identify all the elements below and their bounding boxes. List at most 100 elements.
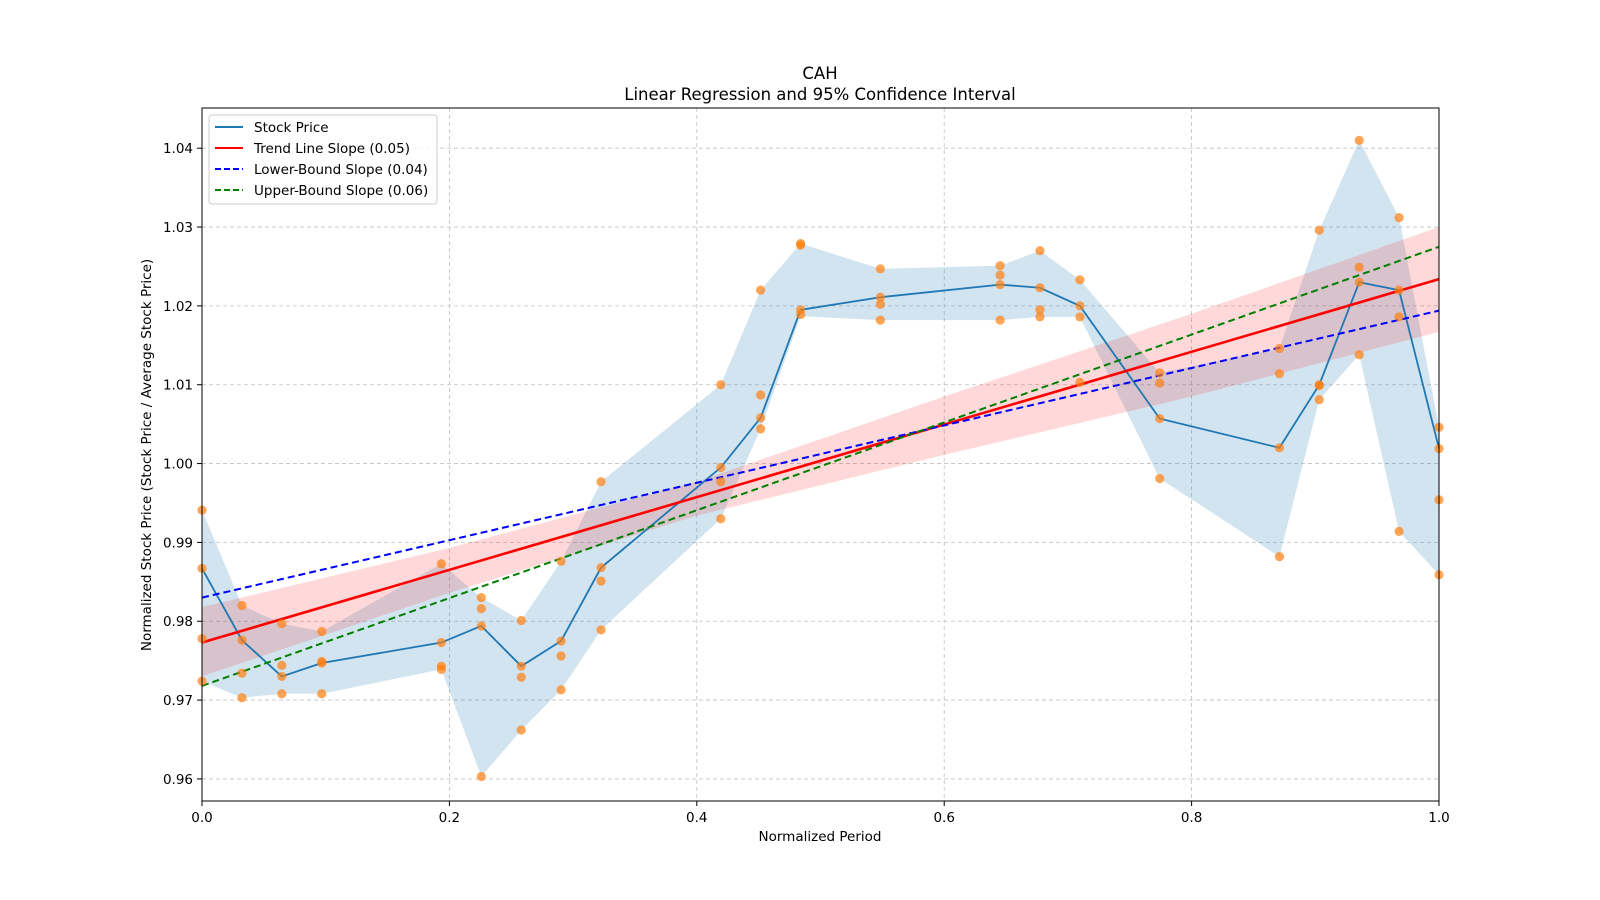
- chart-subtitle: Linear Regression and 95% Confidence Int…: [624, 85, 1015, 104]
- scatter-point: [277, 671, 287, 682]
- scatter-point: [795, 309, 806, 320]
- scatter-point: [1035, 283, 1045, 293]
- scatter-point: [1394, 312, 1404, 322]
- plot-frame: [201, 107, 1440, 802]
- scatter-point: [476, 621, 486, 631]
- scatter-point: [1354, 350, 1364, 360]
- scatter-point: [875, 264, 885, 274]
- y-tick-label: 0.98: [163, 614, 193, 630]
- scatter-point: [795, 240, 806, 250]
- scatter-point: [1155, 378, 1165, 388]
- scatter-point: [1035, 305, 1045, 315]
- x-tick-label: 0.2: [439, 810, 460, 826]
- scatter-point: [516, 615, 526, 626]
- scatter-point: [436, 559, 446, 569]
- scatter-point: [516, 661, 526, 671]
- x-axis-label: Normalized Period: [759, 829, 882, 845]
- scatter-point: [1274, 443, 1285, 453]
- scatter-point: [237, 635, 247, 645]
- scatter-point: [1155, 368, 1165, 378]
- upper-bound-line: [201, 245, 1440, 687]
- scatter-point: [1394, 526, 1404, 536]
- scatter-point: [436, 664, 446, 674]
- scatter-point: [1155, 414, 1165, 424]
- x-tick-label: 0.0: [191, 810, 212, 826]
- legend-box: [208, 114, 438, 205]
- lower-bound-line: [201, 309, 1440, 599]
- legend-label-stock-price: Stock Price: [254, 120, 329, 136]
- scatter-point: [995, 315, 1005, 325]
- scatter-point: [1274, 369, 1285, 379]
- legend-item-upper-bound: Upper-Bound Slope (0.06): [215, 183, 428, 199]
- scatter-point: [277, 619, 287, 629]
- trend-line: [201, 277, 1440, 644]
- legend-item-lower-bound: Lower-Bound Slope (0.04): [215, 162, 428, 178]
- legend-item-stock-price: Stock Price: [215, 120, 329, 136]
- scatter-point: [875, 292, 885, 302]
- scatter-point: [1274, 551, 1285, 562]
- scatter-point: [317, 626, 327, 637]
- y-tick-label: 0.99: [163, 535, 193, 551]
- scatter-point: [556, 556, 566, 566]
- scatter-point: [556, 651, 566, 661]
- y-tick-label: 0.97: [163, 693, 193, 709]
- scatter-point: [875, 299, 885, 309]
- scatter-point: [756, 424, 766, 434]
- scatter-point: [556, 636, 566, 646]
- scatter-point: [716, 462, 726, 473]
- scatter-point: [237, 693, 247, 703]
- scatter-point: [436, 637, 446, 648]
- x-tick-label: 1.0: [1428, 810, 1449, 826]
- scatter-point: [317, 689, 327, 699]
- scatter-point: [716, 514, 726, 524]
- scatter-point: [1394, 285, 1404, 295]
- legend-label-trend-line: Trend Line Slope (0.05): [253, 141, 410, 157]
- x-tick-label: 0.6: [933, 810, 954, 826]
- scatter-point: [1075, 275, 1085, 285]
- scatter-point: [756, 390, 766, 400]
- scatter-point: [277, 689, 287, 699]
- scatter-point: [596, 576, 606, 586]
- scatter-point: [237, 668, 247, 678]
- y-tick-label: 1.03: [163, 220, 193, 236]
- scatter-point: [556, 685, 566, 695]
- scatter-point: [1354, 135, 1364, 145]
- scatter-point: [596, 563, 606, 573]
- scatter-point: [1035, 312, 1045, 322]
- scatter-point: [756, 413, 766, 423]
- legend: Stock Price Trend Line Slope (0.05) Lowe…: [208, 114, 438, 205]
- y-tick-label: 1.02: [163, 299, 193, 315]
- scatter-point: [317, 658, 327, 668]
- scatter-point: [1314, 225, 1324, 235]
- chart-title: CAH: [802, 64, 837, 83]
- scatter-point: [516, 672, 526, 682]
- scatter-point: [1155, 473, 1165, 484]
- scatter-point: [995, 261, 1005, 271]
- y-tick-label: 1.04: [163, 141, 193, 157]
- trend-confidence-band: [202, 227, 1439, 677]
- scatter-point: [756, 285, 766, 295]
- legend-label-lower-bound: Lower-Bound Slope (0.04): [254, 162, 428, 178]
- axis-ticks: 0.0 0.2 0.4 0.6 0.8 1.0 0.96 0.97 0.98 0.99 1.00 1.…: [163, 141, 1450, 826]
- x-tick-label: 0.4: [686, 810, 707, 826]
- stock-price-line: [201, 281, 1440, 678]
- scatter-point: [277, 660, 287, 670]
- scatter-point: [995, 270, 1005, 280]
- y-tick-label: 1.01: [163, 378, 193, 394]
- y-tick-label: 0.96: [163, 772, 193, 788]
- scatter-point: [596, 477, 606, 487]
- scatter-point: [1274, 343, 1285, 354]
- bands: [202, 140, 1439, 777]
- scatter-point: [1354, 277, 1364, 287]
- y-tick-label: 1.00: [163, 457, 193, 473]
- scatter-point: [237, 600, 247, 611]
- scatter-point: [1394, 212, 1404, 223]
- lines: [201, 245, 1440, 687]
- scatter-point: [875, 315, 885, 325]
- x-tick-label: 0.8: [1181, 810, 1202, 826]
- scatter-point: [1075, 301, 1085, 311]
- scatter-point: [596, 625, 606, 635]
- scatter-point: [1354, 262, 1364, 272]
- scatter-point: [995, 280, 1005, 290]
